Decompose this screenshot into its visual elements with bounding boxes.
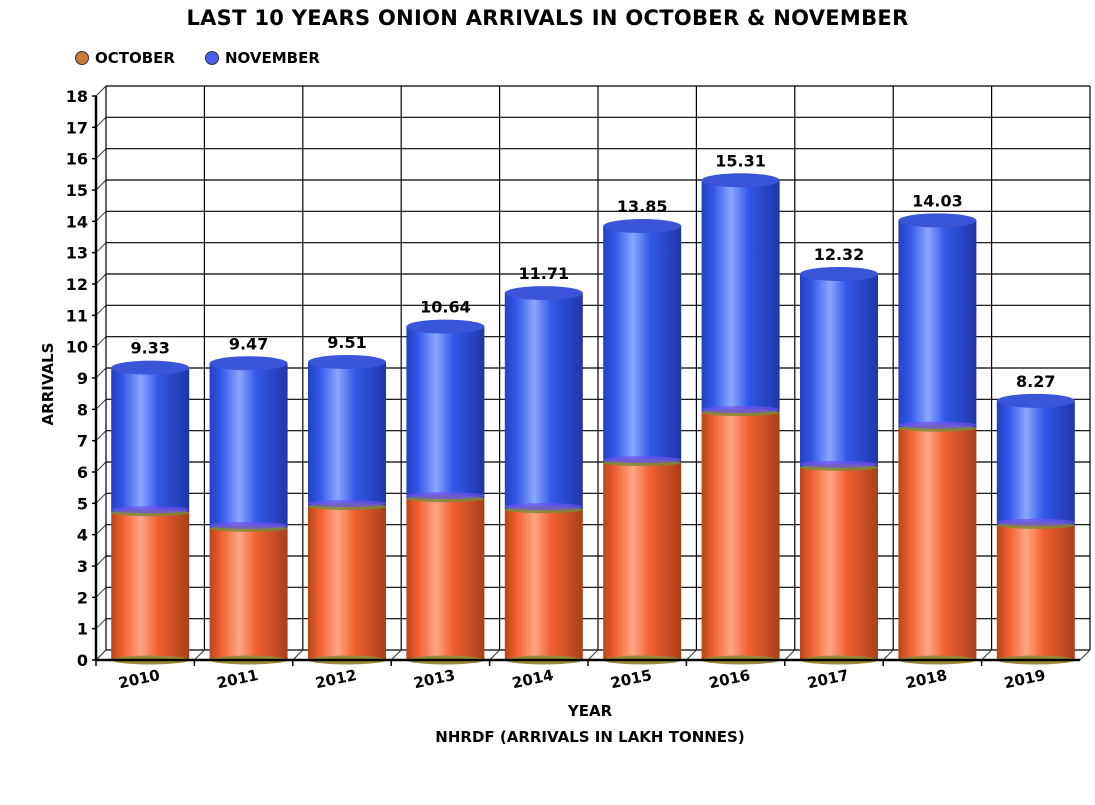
y-tick-label: 15 bbox=[66, 181, 88, 200]
bar-2014: 11.71 bbox=[504, 264, 583, 665]
november-swatch-icon bbox=[204, 51, 219, 65]
y-tick-label: 4 bbox=[77, 526, 88, 545]
y-tick-label: 9 bbox=[77, 369, 88, 388]
y-tick-label: 0 bbox=[77, 651, 88, 670]
legend-label-november: NOVEMBER bbox=[224, 49, 320, 67]
y-tick-label: 13 bbox=[66, 244, 88, 263]
y-tick-label: 7 bbox=[77, 432, 88, 451]
chart-title: LAST 10 YEARS ONION ARRIVALS IN OCTOBER … bbox=[186, 6, 909, 30]
x-tick-label: 2011 bbox=[215, 666, 260, 692]
y-tick-label: 12 bbox=[66, 275, 88, 294]
bar-2019: 8.27 bbox=[996, 372, 1075, 665]
legend-item-november: NOVEMBER bbox=[204, 49, 320, 67]
bar-2011: 9.47 bbox=[209, 334, 288, 665]
y-tick-label: 14 bbox=[66, 212, 88, 231]
total-label: 9.47 bbox=[229, 334, 268, 353]
total-label: 13.85 bbox=[617, 197, 668, 216]
x-tick-label: 2016 bbox=[707, 666, 752, 692]
y-tick-label: 18 bbox=[66, 87, 88, 106]
legend-item-october: OCTOBER bbox=[75, 49, 175, 67]
bars: 9.33 9.47 9.51 10.64 11.71 13.85 15.31 12.32 14.… bbox=[111, 151, 1075, 665]
y-tick-label: 11 bbox=[66, 306, 88, 325]
legend-label-october: OCTOBER bbox=[95, 49, 175, 67]
y-tick-label: 1 bbox=[77, 620, 88, 639]
y-axis-title: ARRIVALS bbox=[39, 342, 57, 426]
y-tick-label: 17 bbox=[66, 118, 88, 137]
source-note: NHRDF (ARRIVALS IN LAKH TONNES) bbox=[435, 728, 745, 746]
x-tick-label: 2019 bbox=[1002, 666, 1047, 692]
october-swatch-icon bbox=[75, 51, 89, 65]
bar-2013: 10.64 bbox=[406, 298, 485, 665]
x-tick-label: 2012 bbox=[314, 666, 359, 692]
x-tick-label: 2014 bbox=[510, 666, 555, 692]
x-tick-label: 2010 bbox=[117, 666, 162, 692]
bar-2016: 15.31 bbox=[701, 151, 780, 665]
x-tick-label: 2015 bbox=[609, 666, 654, 692]
x-axis-title: YEAR bbox=[567, 702, 613, 720]
y-tick-label: 2 bbox=[77, 588, 88, 607]
total-label: 9.33 bbox=[130, 339, 169, 358]
y-tick-label: 10 bbox=[66, 338, 88, 357]
bar-2017: 12.32 bbox=[800, 245, 878, 665]
y-tick-label: 16 bbox=[66, 150, 88, 169]
total-label: 10.64 bbox=[420, 298, 471, 317]
bar-2012: 9.51 bbox=[308, 333, 386, 665]
total-label: 11.71 bbox=[518, 264, 569, 283]
total-label: 9.51 bbox=[327, 333, 366, 352]
legend: OCTOBER NOVEMBER bbox=[75, 49, 320, 67]
total-label: 12.32 bbox=[814, 245, 865, 264]
total-label: 8.27 bbox=[1016, 372, 1055, 391]
bar-2015: 13.85 bbox=[603, 197, 682, 665]
total-label: 15.31 bbox=[715, 151, 766, 170]
x-tick-label: 2018 bbox=[904, 666, 949, 692]
x-tick-label: 2013 bbox=[412, 666, 457, 692]
x-tick-label: 2017 bbox=[806, 666, 851, 692]
y-tick-label: 3 bbox=[77, 557, 88, 576]
bar-2010: 9.33 bbox=[111, 339, 190, 665]
bar-2018: 14.03 bbox=[898, 191, 977, 665]
y-tick-label: 8 bbox=[77, 400, 88, 419]
y-tick-label: 5 bbox=[77, 494, 88, 513]
total-label: 14.03 bbox=[912, 191, 963, 210]
y-tick-label: 6 bbox=[77, 463, 88, 482]
